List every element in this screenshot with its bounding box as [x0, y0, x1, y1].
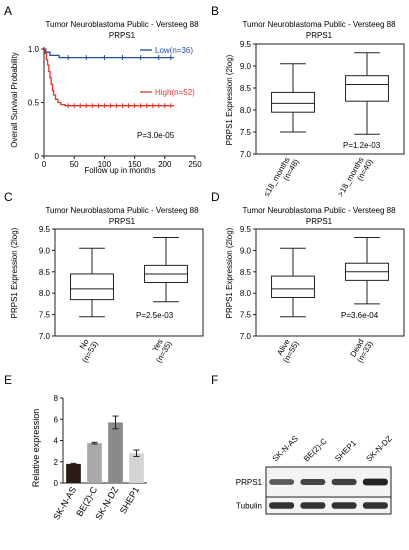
- panel-a-xlabel: Follow up in months: [84, 166, 155, 175]
- panel-a-ylabel: Overall Survival Probability: [10, 52, 19, 148]
- panel-e-ytick-label: 6: [54, 415, 59, 424]
- panel-letter-b: B: [211, 4, 219, 18]
- panel-e-ytick-label: 4: [54, 437, 59, 446]
- panel-b-ytick-label: 9.5: [240, 40, 252, 49]
- panel-c-ytick-label: 9.5: [39, 225, 51, 234]
- panel-b-plot: 7.07.58.08.59.09.5≤18_months(n=48) >18_mo…: [240, 40, 405, 198]
- panel-f-membrane: [265, 496, 392, 515]
- panel-a-xtick-label: 100: [98, 160, 112, 169]
- panel-f-band: [331, 478, 357, 486]
- panel-f-lane-label: SHEP1: [333, 438, 358, 463]
- panel-a-xtick-label: 200: [158, 160, 172, 169]
- panel-letter-c: C: [4, 190, 13, 204]
- panel-f-band: [300, 502, 326, 509]
- panel-d-ytick-label: 7.0: [240, 332, 252, 341]
- panel-f-band: [269, 502, 295, 509]
- panel-f-blot: SK-N-AS BE(2)-C SHEP1 SK-N-DZ PRPS1 Tubulin: [236, 434, 394, 515]
- panel-letter-a: A: [4, 4, 12, 18]
- panel-e-category-label: SHEP1: [118, 485, 141, 516]
- panel-c-ytick-label: 7.0: [39, 332, 51, 341]
- panel-a-subtitle: PRPS1: [109, 31, 136, 40]
- panel-f-band: [300, 478, 326, 486]
- panel-f-row-label: PRPS1: [236, 478, 263, 487]
- panel-a-legend-low: Low(n=36): [155, 46, 193, 55]
- panel-b-box: [345, 75, 389, 102]
- panel-c-pvalue: P=2.5e-03: [136, 311, 174, 320]
- panel-f-row-label: Tubulin: [236, 502, 262, 511]
- panel-e-ytick-label: 2: [54, 458, 59, 467]
- panel-c-box: [70, 273, 114, 301]
- panel-d-ytick-label: 8.0: [240, 289, 252, 298]
- panel-b-subtitle: PRPS1: [306, 31, 333, 40]
- panel-a-pvalue: P=3.0e-05: [137, 131, 175, 140]
- panel-a-plot: 0 50 100 150 200 250 0 0.5 1.0: [28, 45, 202, 169]
- panel-letter-e: E: [4, 373, 12, 387]
- panel-d-ytick-label: 7.5: [240, 311, 252, 320]
- panel-b-ytick-label: 9.0: [240, 62, 252, 71]
- panel-a-ytick-label: 0.5: [28, 99, 40, 108]
- panel-b-ylabel: PRPS1 Expression (2log): [225, 54, 234, 145]
- panel-d: Tumor Neuroblastoma Public - Versteeg 88…: [225, 206, 405, 364]
- panel-letter-d: D: [211, 190, 220, 204]
- panel-f-band: [362, 478, 388, 486]
- panel-b: Tumor Neuroblastoma Public - Versteeg 88…: [225, 20, 405, 198]
- panel-b-box: [271, 91, 315, 113]
- panel-a-legend-high: High(n=52): [155, 88, 195, 97]
- panel-a-xtick-label: 0: [42, 160, 47, 169]
- panel-d-ylabel: PRPS1 Expression (2log): [225, 227, 234, 318]
- panel-f-band: [331, 502, 357, 509]
- panel-b-ytick-label: 7.0: [240, 150, 252, 159]
- panel-f-lane-label: BE(2)-C: [302, 436, 329, 463]
- panel-b-title: Tumor Neuroblastoma Public - Versteeg 88: [242, 20, 396, 29]
- panel-b-ytick-label: 8.0: [240, 106, 252, 115]
- panel-a-ytick-label: 1.0: [28, 45, 40, 54]
- panel-f-band: [269, 479, 295, 485]
- panel-a-xtick-label: 150: [128, 160, 142, 169]
- panel-c-ytick-label: 8.5: [39, 268, 51, 277]
- panel-d-ytick-label: 9.5: [240, 225, 252, 234]
- panel-a-series-1: [44, 48, 174, 107]
- panel-d-ytick-label: 8.5: [240, 268, 252, 277]
- panel-letter-f: F: [211, 373, 218, 387]
- panel-d-pvalue: P=3.6e-04: [341, 311, 379, 320]
- panel-f-band: [362, 502, 388, 509]
- panel-d-ytick-label: 9.0: [240, 246, 252, 255]
- panel-b-pvalue: P=1.2e-03: [343, 141, 381, 150]
- panel-c-frame: [54, 228, 204, 337]
- panel-c-ylabel: PRPS1 Expression (2log): [10, 227, 19, 318]
- panel-b-frame: [255, 43, 405, 155]
- panel-c-plot: 7.07.58.08.59.09.5No(n=53) Yes(n=35): [39, 225, 204, 364]
- panel-d-title: Tumor Neuroblastoma Public - Versteeg 88: [242, 206, 396, 215]
- panel-e-bar: [87, 443, 102, 483]
- panel-c-ytick-label: 7.5: [39, 311, 51, 320]
- panel-f-lane-label: SK-N-DZ: [364, 434, 393, 463]
- panel-e-category-label: SK-N-AS: [51, 485, 78, 522]
- panel-c-ytick-label: 9.0: [39, 246, 51, 255]
- panel-a: Tumor Neuroblastoma Public - Versteeg 88…: [10, 20, 202, 175]
- panel-a-title: Tumor Neuroblastoma Public - Versteeg 88: [45, 20, 199, 29]
- panel-e-bar: [108, 422, 123, 483]
- panel-e-ytick-label: 0: [54, 479, 59, 488]
- panel-b-ytick-label: 7.5: [240, 128, 252, 137]
- panel-c-subtitle: PRPS1: [109, 217, 136, 226]
- panel-a-ytick-label: 0: [35, 152, 40, 161]
- panel-a-xtick-label: 250: [188, 160, 202, 169]
- panel-b-ytick-label: 8.5: [240, 84, 252, 93]
- panel-c-title: Tumor Neuroblastoma Public - Versteeg 88: [45, 206, 199, 215]
- panel-f-lane-label: SK-N-AS: [271, 434, 300, 463]
- panel-c-ytick-label: 8.0: [39, 289, 51, 298]
- panel-c: Tumor Neuroblastoma Public - Versteeg 88…: [10, 206, 204, 364]
- panel-d-box: [271, 275, 315, 298]
- panel-e-bar: [129, 453, 144, 483]
- panel-e-ylabel: Relative expression: [31, 409, 41, 488]
- panel-e-bar: [66, 463, 81, 483]
- panel-d-frame: [255, 228, 405, 337]
- panel-e-ytick-label: 8: [54, 394, 59, 403]
- panel-d-subtitle: PRPS1: [306, 217, 333, 226]
- panel-a-xtick-label: 50: [70, 160, 79, 169]
